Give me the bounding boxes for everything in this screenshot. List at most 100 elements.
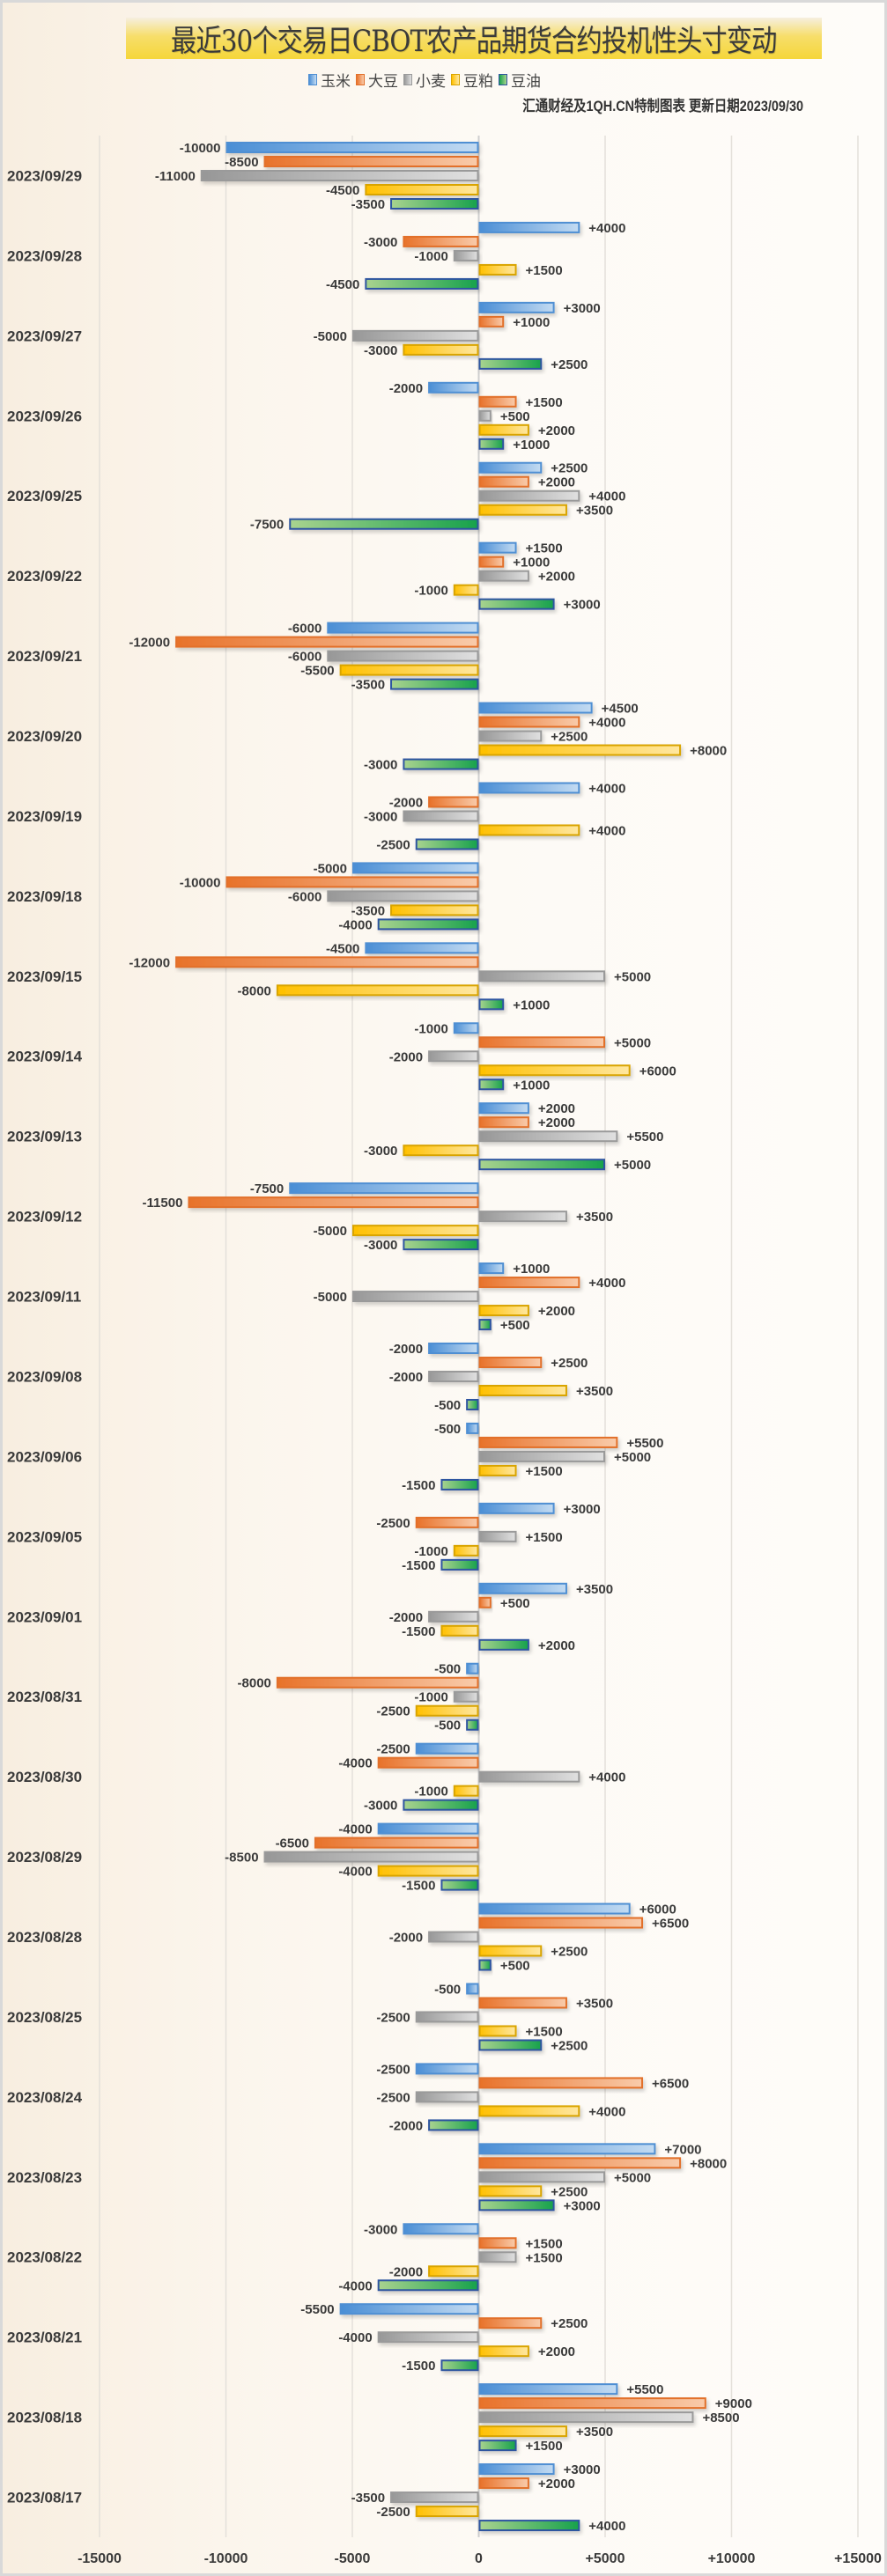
category-label: 2023/09/18 <box>7 888 82 905</box>
legend-label: 大豆 <box>368 72 398 91</box>
data-label: -2000 <box>389 1610 423 1625</box>
value-labels: -10000-8500-11000-4500-3500+4000-3000-10… <box>129 141 752 2534</box>
bar <box>478 2317 543 2329</box>
bar <box>377 2331 479 2344</box>
data-label: -4000 <box>338 917 372 932</box>
data-label: -500 <box>434 1662 461 1677</box>
data-label: -5500 <box>300 664 334 679</box>
bar <box>478 2397 706 2410</box>
data-label: -3000 <box>364 1799 397 1814</box>
data-label: +5000 <box>614 1450 651 1465</box>
data-label: +2000 <box>538 475 575 490</box>
data-label: +2000 <box>538 1638 575 1653</box>
bar <box>327 890 479 902</box>
data-label: +4000 <box>588 2519 625 2534</box>
data-label: +3000 <box>564 2462 601 2477</box>
bar <box>478 1319 492 1331</box>
data-label: -5000 <box>314 329 347 344</box>
bar <box>478 2440 517 2452</box>
bar <box>478 998 505 1011</box>
data-label: -2000 <box>389 381 423 396</box>
data-label: +3500 <box>576 2425 613 2440</box>
bar <box>415 838 479 850</box>
data-label: -500 <box>434 1398 461 1413</box>
category-label: 2023/08/29 <box>7 1849 82 1866</box>
bar <box>403 1799 479 1811</box>
bar <box>327 622 479 634</box>
bar <box>352 1225 479 1237</box>
data-label: +1500 <box>526 2250 563 2265</box>
category-label: 2023/08/31 <box>7 1689 82 1705</box>
x-axis-ticks: -15000 -10000 -5000 0 +5000 +10000 +15000 <box>78 2551 882 2566</box>
legend-label: 玉米 <box>321 72 351 91</box>
data-label: -500 <box>434 1719 461 1733</box>
data-label: +2000 <box>538 570 575 585</box>
data-label: +3000 <box>564 2198 601 2213</box>
data-label: -4500 <box>326 183 359 198</box>
data-label: -1000 <box>414 1785 447 1800</box>
bar <box>352 862 479 874</box>
bar <box>415 1742 479 1755</box>
bar <box>466 1422 479 1434</box>
data-label: -6000 <box>288 650 322 665</box>
bar <box>478 1464 517 1476</box>
bar <box>352 329 479 342</box>
bar <box>403 343 479 356</box>
bar <box>478 1036 605 1049</box>
category-label: 2023/09/08 <box>7 1368 82 1385</box>
bar <box>415 1704 479 1717</box>
bar <box>478 2463 555 2476</box>
category-label: 2023/08/23 <box>7 2169 82 2186</box>
data-label: -12000 <box>129 636 170 651</box>
data-label: +1000 <box>513 556 550 570</box>
bar <box>478 702 593 714</box>
bar <box>478 2383 618 2396</box>
bar <box>478 1770 580 1783</box>
category-label: 2023/08/24 <box>7 2089 83 2106</box>
data-label: +1500 <box>526 2439 563 2454</box>
bar <box>478 1277 580 1289</box>
bar <box>415 2063 479 2075</box>
data-label: +6500 <box>652 2076 689 2091</box>
data-label: +2500 <box>551 461 588 476</box>
legend-item: 豆粕 <box>451 69 493 91</box>
data-label: -2000 <box>389 2264 423 2279</box>
data-label: -3000 <box>364 2222 397 2237</box>
bar <box>453 1785 479 1797</box>
legend-item: 小麦 <box>403 69 446 91</box>
data-label: +6500 <box>652 1917 689 1932</box>
bar <box>377 1865 479 1877</box>
data-label: +5000 <box>614 1035 651 1050</box>
data-label: +1000 <box>513 1262 550 1277</box>
data-label: +2500 <box>551 2316 588 2331</box>
category-label: 2023/08/17 <box>7 2490 82 2506</box>
data-label: +5500 <box>626 2382 663 2397</box>
category-label: 2023/09/27 <box>7 328 82 344</box>
data-label: -3500 <box>351 197 385 212</box>
x-tick-label: 0 <box>475 2551 483 2566</box>
data-label: +3500 <box>576 1582 613 1597</box>
data-label: -3500 <box>351 903 385 918</box>
data-label: -7500 <box>250 518 284 533</box>
bar <box>276 984 479 997</box>
data-label: +5000 <box>614 969 651 984</box>
data-label: -3500 <box>351 678 385 693</box>
bar <box>478 2143 656 2155</box>
bar <box>289 1182 479 1195</box>
x-tick-label: -5000 <box>335 2551 371 2566</box>
data-label: -5000 <box>314 861 347 876</box>
category-label: 2023/08/18 <box>7 2410 82 2426</box>
data-label: +6000 <box>639 1903 676 1917</box>
data-label: +2500 <box>551 1356 588 1371</box>
bar <box>365 277 479 290</box>
category-label: 2023/09/13 <box>7 1129 82 1145</box>
data-label: -8500 <box>225 155 258 170</box>
data-label: +2000 <box>538 423 575 438</box>
bar <box>440 1558 479 1571</box>
bar <box>478 730 543 742</box>
data-label: +4000 <box>588 1770 625 1785</box>
bar <box>478 2411 694 2424</box>
data-label: +500 <box>500 1318 530 1333</box>
bar <box>478 438 505 450</box>
